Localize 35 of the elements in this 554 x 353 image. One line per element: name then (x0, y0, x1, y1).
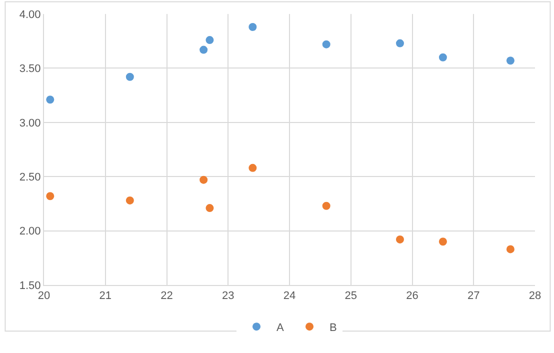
x-tick-label: 28 (528, 290, 542, 302)
x-tick-label: 27 (468, 290, 480, 302)
point (200, 176, 208, 184)
point (206, 36, 214, 44)
y-tick-label: 3.50 (19, 63, 41, 76)
point (506, 245, 514, 254)
point (46, 96, 54, 104)
legend-label: B (330, 322, 337, 334)
x-tick-label: 24 (283, 290, 296, 302)
legend-label: A (276, 322, 284, 334)
point (322, 202, 330, 210)
point (506, 56, 514, 65)
x-tick-label: 21 (99, 290, 112, 302)
x-tick-label: 23 (222, 290, 234, 302)
point (248, 23, 257, 32)
point (438, 238, 447, 246)
x-tick-label: 20 (38, 290, 50, 302)
x-tick-label: 26 (406, 290, 418, 302)
point (46, 192, 54, 200)
point (126, 72, 134, 81)
y-tick-label: 2.50 (19, 171, 41, 184)
y-tick-label: 3.00 (19, 117, 41, 130)
point (396, 235, 404, 244)
x-tick-label: 25 (344, 290, 358, 302)
y-tick-label: 4.00 (19, 8, 41, 21)
point (248, 164, 257, 172)
point (126, 196, 134, 204)
y-tick-label: 2.00 (19, 226, 41, 238)
point (200, 46, 208, 54)
point (396, 39, 404, 48)
x-tick-label: 22 (160, 290, 173, 302)
point (322, 40, 330, 48)
point (206, 204, 214, 212)
y-tick-label: 1.50 (19, 280, 41, 292)
point (438, 53, 447, 62)
